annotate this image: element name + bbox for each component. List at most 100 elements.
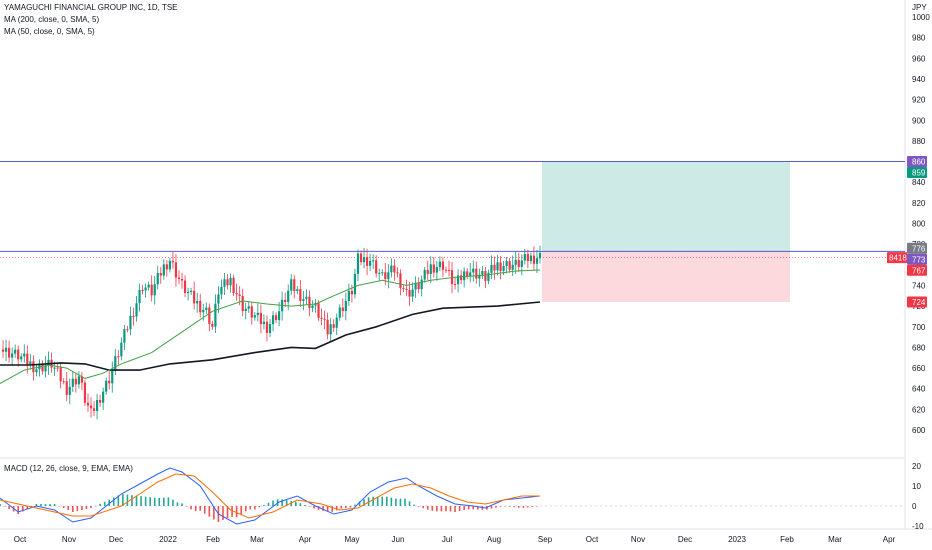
macd-histogram-bar [531, 506, 534, 507]
candle-body [393, 265, 396, 273]
countdown-badge [887, 252, 907, 264]
candle-body [520, 260, 523, 267]
candle-body [80, 376, 84, 383]
price-tick-label: 920 [912, 96, 926, 105]
macd-histogram-bar [122, 494, 124, 506]
time-tick-label: Jul [442, 535, 452, 544]
price-badge [907, 264, 927, 276]
candle-body [511, 264, 514, 270]
time-tick-label: Nov [62, 535, 76, 544]
candle-body [320, 317, 323, 319]
candle-body [241, 295, 244, 312]
candle-body [293, 279, 296, 292]
candle-body [4, 347, 8, 352]
candle-body [496, 262, 499, 271]
candle-body [308, 296, 311, 308]
macd-histogram-bar [99, 503, 101, 506]
candle-body [259, 312, 262, 325]
price-badge-label: 767 [912, 266, 926, 275]
price-badge [907, 296, 927, 308]
price-badge [907, 156, 927, 168]
candle-body [396, 272, 399, 274]
loss-zone [542, 251, 790, 302]
candle-body [311, 305, 314, 308]
macd-histogram-bar [454, 506, 456, 512]
time-tick-label: 2022 [159, 535, 177, 544]
candle-body [359, 253, 363, 263]
candle-body [420, 279, 423, 290]
macd-histogram-bar [208, 506, 211, 517]
macd-legend: MACD (12, 26, close, 9, EMA, EMA) [4, 464, 133, 473]
macd-histogram-bar [21, 506, 24, 512]
candle-body [92, 408, 96, 411]
time-tick-label: Aug [487, 535, 501, 544]
time-tick-label: Mar [828, 535, 842, 544]
candle-body [205, 307, 208, 310]
price-tick-label: 740 [912, 281, 926, 290]
macd-line [0, 467, 541, 525]
candle-body [74, 378, 77, 385]
macd-histogram-bar [517, 506, 520, 508]
ma50-legend: MA (50, close, 0, SMA, 5) [4, 27, 95, 36]
candle-body [159, 273, 162, 276]
macd-histogram-bar [203, 506, 206, 514]
macd-histogram-bar [376, 496, 379, 506]
macd-histogram-bar [158, 497, 161, 506]
candle-body [32, 361, 35, 373]
macd-histogram-bar [381, 496, 384, 506]
candle-body [99, 399, 102, 403]
price-tick-label: 980 [912, 34, 926, 43]
macd-histogram-bar [176, 502, 179, 506]
macd-histogram-bar [181, 503, 183, 506]
candle-body [38, 363, 41, 370]
macd-histogram-bar [477, 506, 479, 510]
macd-histogram-bar [0, 504, 1, 506]
candle-body [262, 321, 266, 325]
macd-histogram-bar [395, 498, 397, 506]
price-tick-label: 820 [912, 199, 926, 208]
macd-histogram-bar [3, 506, 6, 507]
candle-body [478, 274, 481, 279]
candle-body [381, 272, 384, 274]
candle-body [35, 369, 38, 373]
macd-histogram-bar [172, 499, 174, 506]
candle-body [444, 269, 448, 271]
time-tick-label: Apr [299, 535, 312, 544]
macd-histogram-bar [222, 506, 224, 520]
candle-body [1, 349, 5, 352]
candle-body [14, 349, 17, 354]
candle-body [129, 316, 132, 330]
candle-body [438, 261, 441, 268]
candle-body [226, 279, 229, 286]
candle-body [141, 289, 144, 291]
macd-histogram-bar [258, 506, 261, 508]
macd-histogram-bar [499, 506, 502, 507]
candle-body [144, 287, 147, 291]
candle-body [523, 253, 526, 261]
candle-body [399, 273, 402, 289]
candle-body [23, 353, 26, 357]
candle-body [278, 311, 281, 321]
price-badge-label: 724 [912, 298, 926, 307]
candle-body [95, 399, 99, 411]
macd-histogram-bar [112, 497, 115, 506]
macd-histogram-bar [431, 506, 434, 511]
macd-histogram-bar [144, 496, 147, 506]
candle-body [408, 289, 411, 297]
candle-body [405, 289, 408, 291]
price-tick-label: 620 [912, 405, 926, 414]
time-tick-label: May [344, 535, 359, 544]
price-tick-label: 700 [912, 323, 926, 332]
candle-body [220, 286, 223, 295]
candle-body [356, 253, 360, 274]
candle-body [466, 271, 469, 277]
candle-body [372, 260, 375, 262]
candle-body [265, 321, 269, 333]
candle-body [441, 261, 445, 270]
candle-body [53, 367, 56, 369]
ma200-legend: MA (200, close, 0, SMA, 5) [4, 15, 100, 24]
macd-histogram-bar [358, 501, 361, 506]
candle-body [147, 284, 150, 288]
macd-histogram-bar [504, 506, 506, 507]
